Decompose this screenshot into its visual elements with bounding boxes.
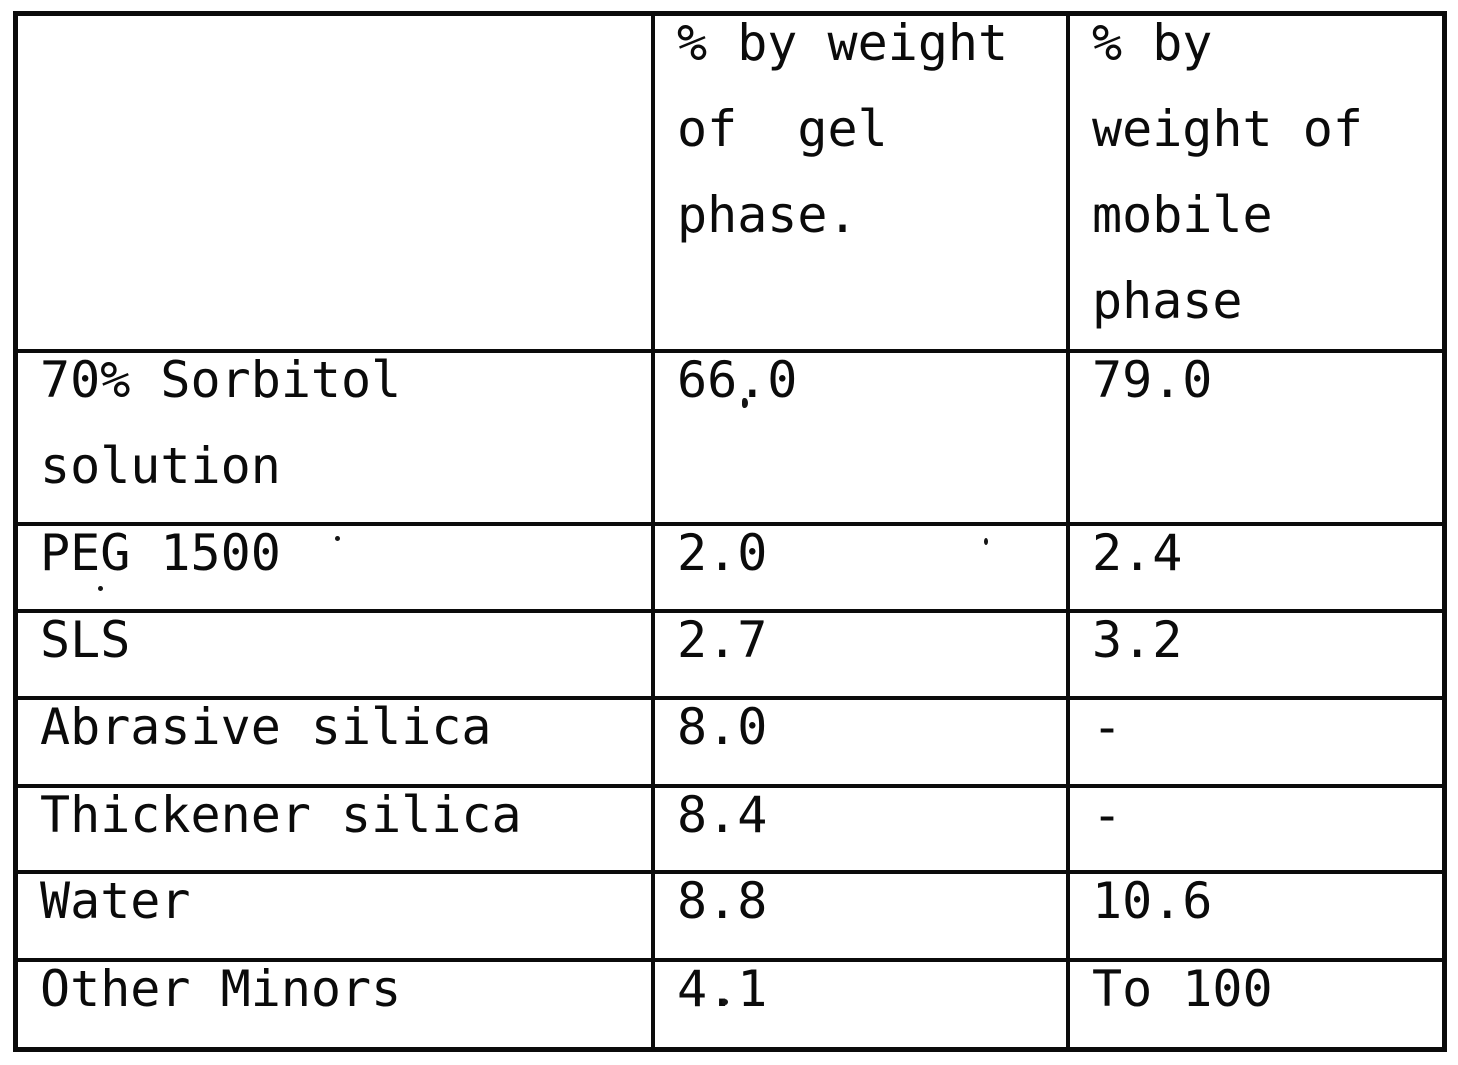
scan-speckle bbox=[98, 586, 103, 591]
ingredient-name: Water bbox=[40, 872, 191, 930]
row-thickener-silica-ingredient-cell: Thickener silica bbox=[18, 786, 655, 874]
gel-phase-value: 2.7 bbox=[677, 611, 768, 669]
mobile-phase-value: 79.0 bbox=[1092, 351, 1213, 409]
gel-phase-value: 2.0 bbox=[677, 524, 768, 582]
row-sorbitol-gel-cell: 66.0 bbox=[655, 351, 1070, 526]
row-peg1500-ingredient-cell: PEG 1500 bbox=[18, 524, 655, 613]
row-sls-mobile-cell: 3.2 bbox=[1070, 611, 1442, 700]
ingredient-name: Other Minors bbox=[40, 960, 402, 1018]
row-abrasive-silica-mobile-cell: - bbox=[1070, 698, 1442, 788]
row-water-ingredient-cell: Water bbox=[18, 872, 655, 962]
ingredient-name: Abrasive silica bbox=[40, 698, 492, 756]
mobile-phase-value: 3.2 bbox=[1092, 611, 1183, 669]
row-thickener-silica-mobile-cell: - bbox=[1070, 786, 1442, 874]
scan-speckle bbox=[722, 999, 728, 1005]
header-mobile-phase-label: % by weight of mobile phase bbox=[1092, 14, 1363, 330]
gel-phase-value: 8.0 bbox=[677, 698, 768, 756]
gel-phase-value: 8.4 bbox=[677, 786, 768, 844]
mobile-phase-value: 10.6 bbox=[1092, 872, 1213, 930]
row-sorbitol-mobile-cell: 79.0 bbox=[1070, 351, 1442, 526]
header-gel-phase-label: % by weight of gel phase. bbox=[677, 14, 1009, 244]
mobile-phase-value: - bbox=[1092, 698, 1123, 756]
row-abrasive-silica-gel-cell: 8.0 bbox=[655, 698, 1070, 788]
header-gel-phase-cell: % by weight of gel phase. bbox=[655, 14, 1070, 353]
row-other-minors-ingredient-cell: Other Minors bbox=[18, 960, 655, 1048]
row-sls-ingredient-cell: SLS bbox=[18, 611, 655, 700]
row-water-mobile-cell: 10.6 bbox=[1070, 872, 1442, 962]
row-peg1500-mobile-cell: 2.4 bbox=[1070, 524, 1442, 613]
ingredient-name: SLS bbox=[40, 611, 131, 669]
mobile-phase-value: To 100 bbox=[1092, 960, 1273, 1018]
scan-speckle bbox=[984, 538, 988, 545]
scan-speckle bbox=[742, 398, 748, 408]
row-other-minors-mobile-cell: To 100 bbox=[1070, 960, 1442, 1048]
gel-phase-value: 8.8 bbox=[677, 872, 768, 930]
row-abrasive-silica-ingredient-cell: Abrasive silica bbox=[18, 698, 655, 788]
header-mobile-phase-cell: % by weight of mobile phase bbox=[1070, 14, 1442, 353]
ingredient-name: Thickener silica bbox=[40, 786, 522, 844]
row-thickener-silica-gel-cell: 8.4 bbox=[655, 786, 1070, 874]
mobile-phase-value: - bbox=[1092, 786, 1123, 844]
header-ingredient-cell bbox=[18, 16, 655, 353]
composition-table: % by weight of gel phase. % by weight of… bbox=[13, 11, 1447, 1052]
scan-speckle bbox=[335, 536, 340, 541]
ingredient-name: 70% Sorbitol solution bbox=[40, 351, 402, 495]
mobile-phase-value: 2.4 bbox=[1092, 524, 1183, 582]
gel-phase-value: 66.0 bbox=[677, 351, 798, 409]
row-peg1500-gel-cell: 2.0 bbox=[655, 524, 1070, 613]
row-other-minors-gel-cell: 4.1 bbox=[655, 960, 1070, 1048]
row-water-gel-cell: 8.8 bbox=[655, 872, 1070, 962]
ingredient-name: PEG 1500 bbox=[40, 524, 281, 582]
row-sls-gel-cell: 2.7 bbox=[655, 611, 1070, 700]
row-sorbitol-ingredient-cell: 70% Sorbitol solution bbox=[18, 351, 655, 526]
gel-phase-value: 4.1 bbox=[677, 960, 768, 1018]
